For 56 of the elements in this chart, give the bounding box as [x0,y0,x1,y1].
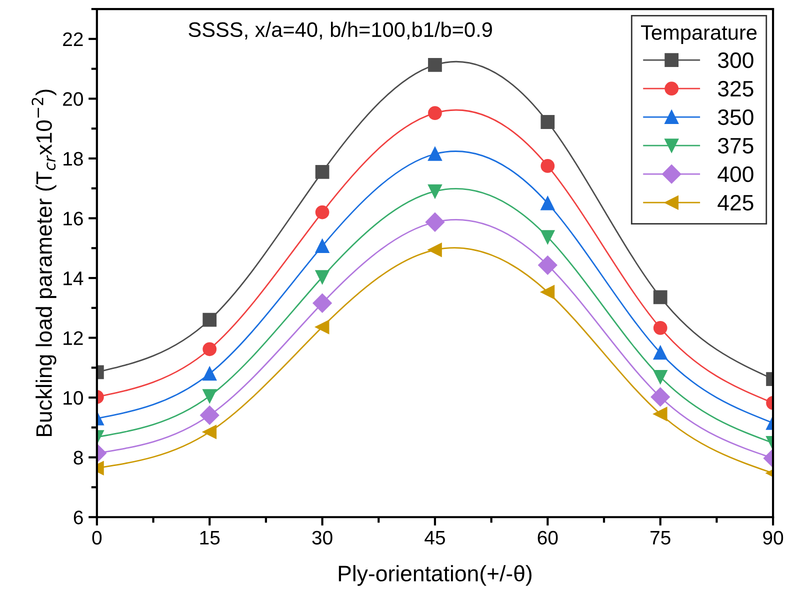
point [312,294,332,313]
point [315,164,330,179]
y-tick-label: 8 [74,450,83,465]
legend-label: 375 [718,138,754,154]
point [428,58,442,72]
y-tick-label: 18 [64,152,83,166]
legend-label: 350 [718,109,754,126]
x-tick-label: 90 [763,530,784,545]
point [428,242,442,257]
point [202,312,217,327]
point [315,239,330,253]
point [653,407,668,421]
point [428,106,442,120]
y-axis-title: Buckling load parameter (T$_{cr}$x10$^{−2}$) [32,90,56,436]
point [540,230,555,244]
y-tick-label: 22 [63,32,83,46]
x-tick-label: 60 [538,530,558,545]
point [315,320,330,334]
y-tick-label: 12 [64,331,83,345]
x-tick-label: 45 [424,531,445,545]
y-tick-label: 20 [63,92,83,106]
point [540,158,555,173]
x-tick-label: 30 [312,530,332,545]
point [653,290,668,304]
y-tick-label: 10 [64,391,83,405]
legend-title: Temparature [641,25,757,44]
point [540,115,555,129]
point [315,205,330,220]
legend-label: 325 [718,80,754,97]
point [315,270,330,284]
x-tick-label: 75 [650,531,670,545]
x-tick-label: 0 [92,530,102,545]
point [538,256,558,275]
legend-label: 400 [718,166,754,182]
legend-label: 300 [718,52,754,68]
point [202,424,217,439]
point [540,196,555,210]
point [428,184,442,198]
point [653,370,668,384]
point [653,320,668,335]
x-tick-label: 15 [200,531,220,545]
point [202,389,217,404]
x-axis-title: Ply-orientation(+/-θ) [338,565,532,586]
y-tick-label: 16 [64,212,83,226]
point [653,346,668,360]
point [202,342,217,356]
legend-label: 425 [718,194,754,211]
point [428,147,442,161]
point [650,387,670,407]
point [425,212,445,232]
point [540,285,555,300]
point [200,406,220,425]
y-tick-label: 6 [74,510,83,524]
point [202,366,217,381]
text: SSSS, x/a=40, b/h=100,b1/b=0.9 [188,22,492,40]
y-tick-label: 14 [64,272,84,286]
